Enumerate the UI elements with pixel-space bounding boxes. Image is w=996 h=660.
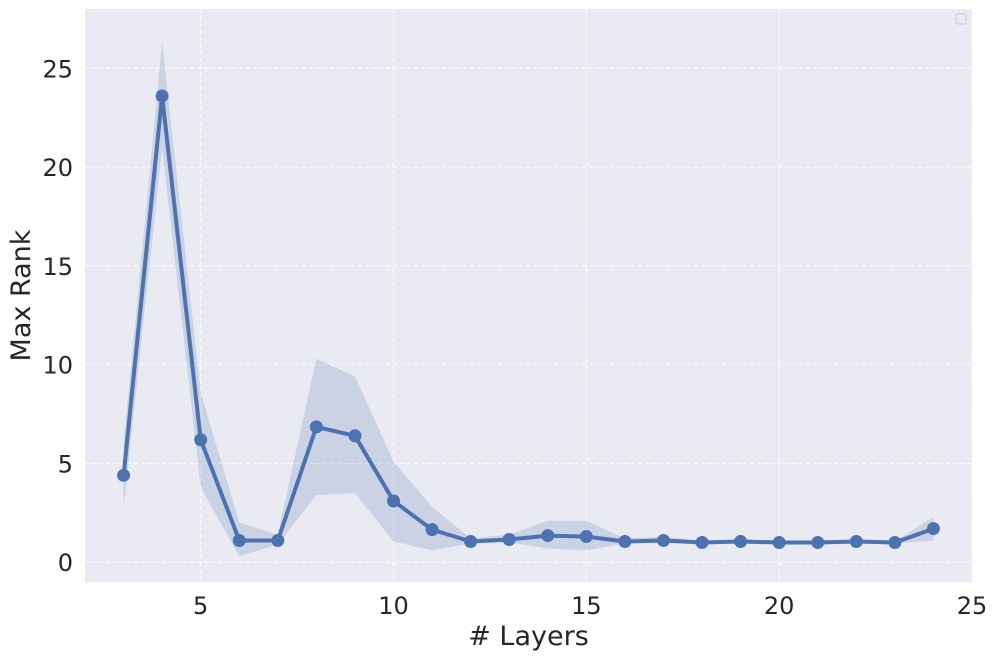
data-point [232,534,246,548]
series-line [121,93,936,545]
x-tick-label: 5 [193,592,208,620]
y-tick-label: 20 [42,154,73,182]
data-point [387,494,401,508]
data-point [464,534,478,548]
data-point [155,89,169,103]
data-point [618,534,632,548]
data-point [734,534,748,548]
y-tick-label: 25 [42,55,73,83]
grid-lines [85,9,973,582]
x-tick-label: 20 [764,592,795,620]
data-point [579,530,593,544]
x-tick-label: 10 [378,592,409,620]
data-point [656,534,670,548]
data-point [309,420,323,434]
x-tick-labels: 5 10 15 20 25 [193,592,987,620]
data-point [926,522,940,536]
data-point [502,533,516,547]
data-point [425,523,439,537]
y-tick-label: 15 [42,253,73,281]
y-tick-labels: 0 5 10 15 20 25 [42,55,73,577]
data-point [772,535,786,549]
y-tick-label: 0 [58,549,73,577]
x-tick-label: 15 [571,592,602,620]
plot-background [85,9,972,582]
data-point [811,535,825,549]
x-axis-label: # Layers [468,621,589,652]
x-tick-label: 25 [957,592,988,620]
data-point [194,433,208,447]
y-tick-label: 5 [58,450,73,478]
data-point [888,535,902,549]
data-point [541,529,555,543]
data-point [849,534,863,548]
data-point [117,468,131,482]
series-polyline [121,93,936,545]
data-point [695,535,709,549]
legend-box [955,13,967,25]
data-point [348,429,362,443]
y-axis-label: Max Rank [6,229,37,361]
data-point [271,534,285,548]
series-markers [117,89,940,549]
y-tick-label: 10 [42,352,73,380]
